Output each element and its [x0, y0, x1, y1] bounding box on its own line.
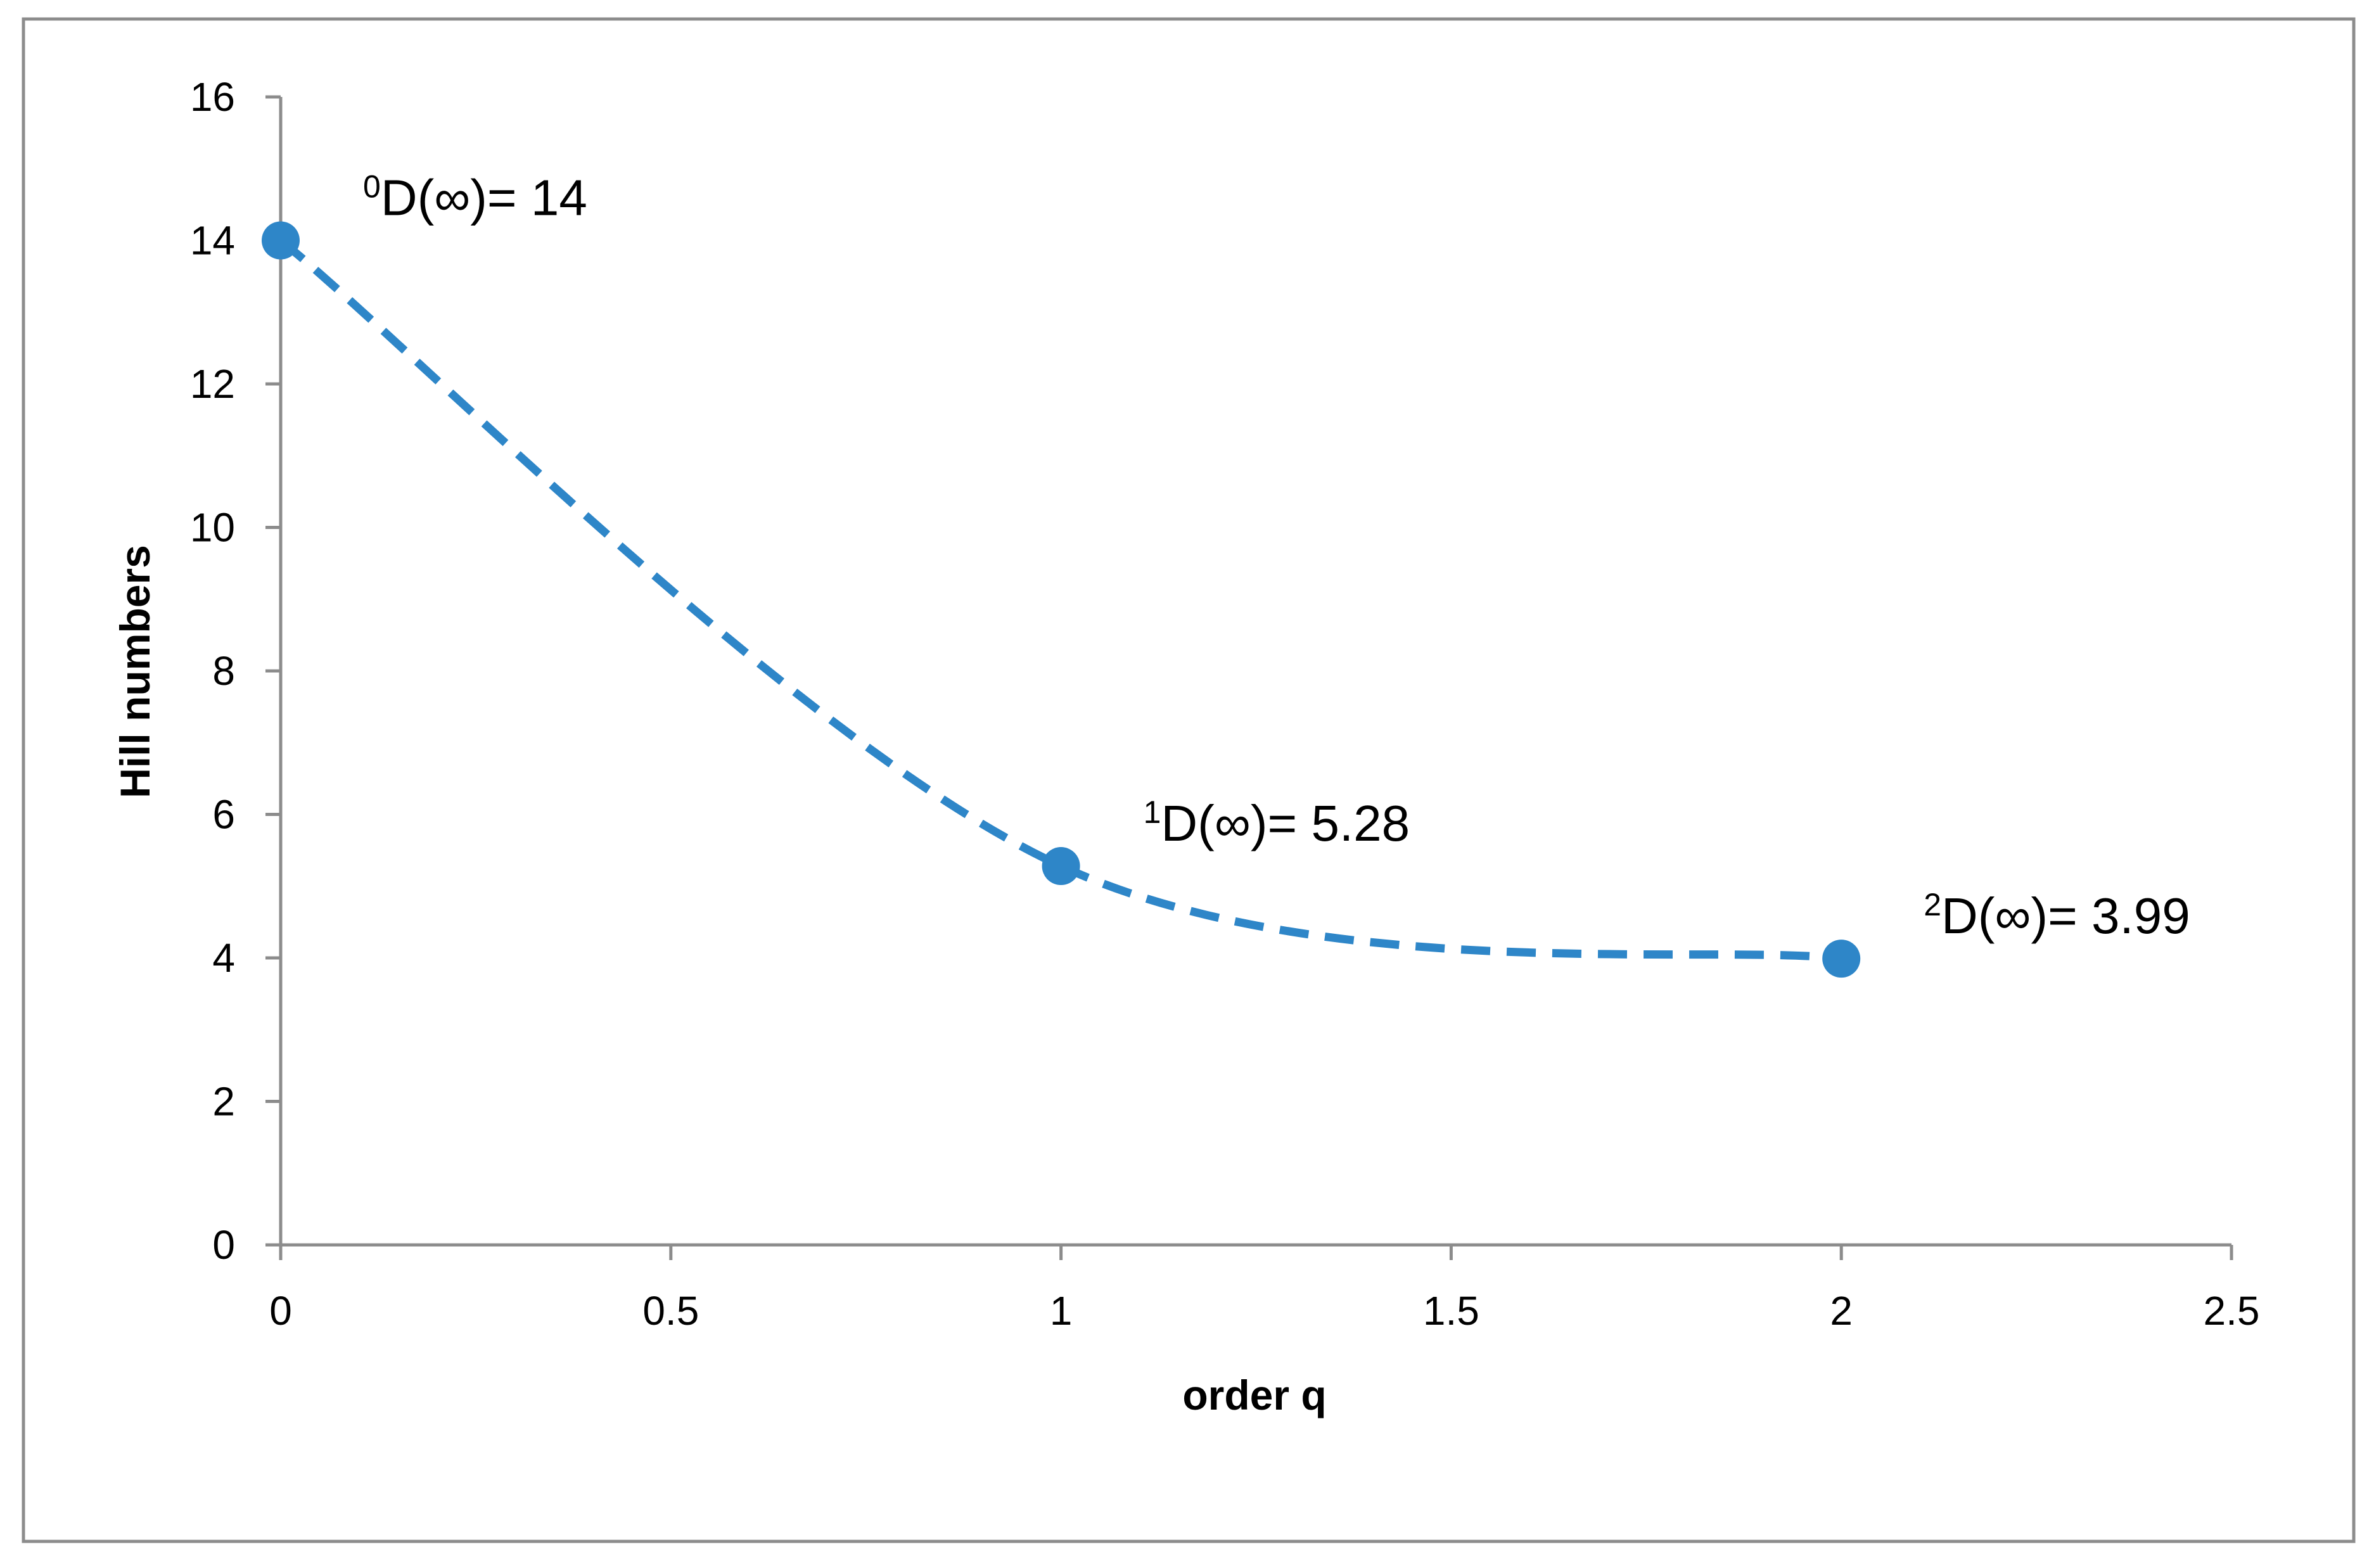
y-tick-label: 12 [190, 361, 235, 407]
x-tick-label: 2.5 [2204, 1288, 2260, 1334]
y-tick-label: 2 [212, 1079, 235, 1125]
series-line [278, 237, 1842, 963]
data-point [262, 221, 300, 260]
x-axis-title: order q [1182, 1372, 1326, 1418]
x-tick-label: 0.5 [642, 1288, 699, 1334]
y-tick-label: 4 [212, 935, 235, 981]
y-tick-label: 10 [190, 505, 235, 551]
data-label-superscript: 1 [1144, 794, 1161, 830]
data-label-text: D(∞)= 5.28 [1161, 795, 1410, 851]
y-tick-label: 8 [212, 648, 235, 694]
data-label: 0D(∞)= 14 [363, 169, 587, 226]
annotations: 0D(∞)= 14 1D(∞)= 5.28 2D(∞)= 3.99 [363, 169, 2190, 945]
x-tick-label: 1 [1050, 1288, 1073, 1334]
chart-border [22, 17, 2356, 1543]
x-tick-label: 1.5 [1423, 1288, 1479, 1334]
y-tick-label: 14 [190, 218, 235, 264]
data-label-superscript: 2 [1924, 887, 1941, 922]
y-tick-label: 16 [190, 74, 235, 120]
data-label: 1D(∞)= 5.28 [1144, 794, 1410, 851]
data-points [262, 221, 1861, 978]
y-tick-label: 6 [212, 792, 235, 838]
data-label-superscript: 0 [363, 169, 381, 205]
data-point [1042, 847, 1080, 886]
x-tick-label: 0 [269, 1288, 292, 1334]
y-axis-title: Hill numbers [112, 545, 158, 798]
data-label-text: D(∞)= 3.99 [1941, 888, 2190, 944]
data-label-text: D(∞)= 14 [381, 170, 587, 226]
x-tick-label: 2 [1830, 1288, 1853, 1334]
y-tick-label: 0 [212, 1222, 235, 1268]
series-line-layer [278, 237, 1842, 963]
data-point [1822, 940, 1861, 978]
data-label: 2D(∞)= 3.99 [1924, 887, 2190, 944]
